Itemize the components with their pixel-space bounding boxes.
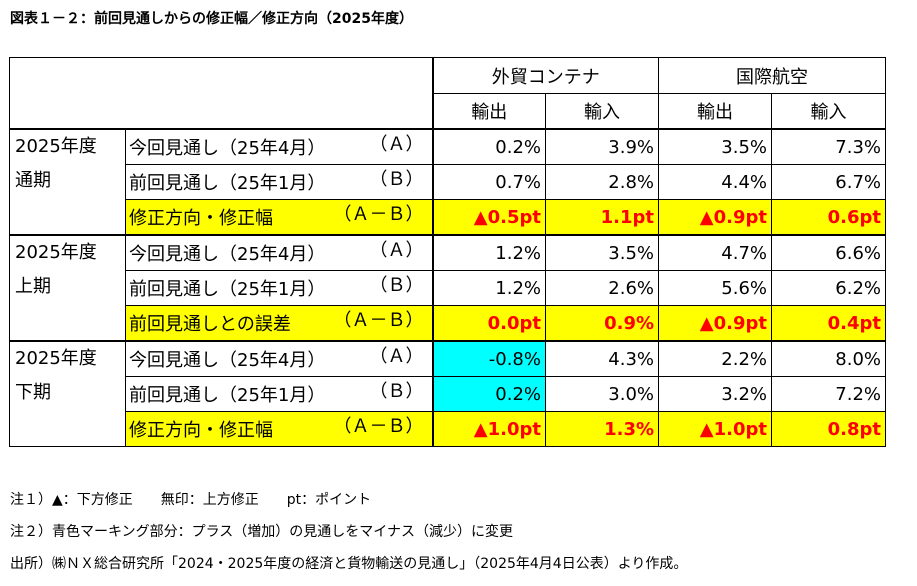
value-cell: 2.2% [658,340,772,377]
row-label-cell: 前回見通し（25年1月） （Ｂ） [125,164,434,200]
value-cell: 3.0% [545,376,659,412]
period-term: 上期 [15,276,51,297]
row-label-cell: 今回見通し（25年4月） （Ａ） [125,340,434,377]
period-year: 2025年度 [15,242,97,263]
table-row: 修正方向・修正幅 （Ａ－Ｂ） ▲1.0pt 1.3% ▲1.0pt 0.8pt [10,411,886,447]
row-label: 今回見通し（25年4月） [129,244,326,265]
row-label-cell: 前回見通しとの誤差 （Ａ－Ｂ） [125,305,434,342]
header-import: 輸入 [545,93,659,130]
value-cell: 1.2% [432,234,546,271]
value-cell: 3.5% [658,128,772,165]
row-code: （Ａ） [369,240,424,261]
header-import: 輸入 [771,93,886,130]
value-cell: 1.2% [432,270,546,306]
value-cell: ▲0.9pt [658,305,772,342]
row-label: 前回見通しとの誤差 [129,314,291,335]
value-cell: 1.3% [545,411,659,447]
value-cell: 4.3% [545,340,659,377]
value-cell: 1.1pt [545,199,659,236]
period-term: 下期 [15,382,51,403]
value-cell: 0.2% [432,128,546,165]
table-row: 前回見通し（25年1月） （Ｂ） 0.7% 2.8% 4.4% 6.7% [10,164,886,200]
value-cell: ▲1.0pt [432,411,546,447]
source-note: 出所）㈱ＮＸ総合研究所「2024・2025年度の経済と貨物輸送の見通し」（202… [10,556,688,572]
value-cell: 0.4pt [771,305,886,342]
row-code: （Ａ－Ｂ） [333,416,424,437]
table-row: 前回見通しとの誤差 （Ａ－Ｂ） 0.0pt 0.9% ▲0.9pt 0.4pt [10,305,886,342]
period-cell: 2025年度 下期 [9,340,126,447]
period-year: 2025年度 [15,136,97,157]
row-code: （Ａ） [369,346,424,367]
table-row: 2025年度 通期 今回見通し（25年4月） （Ａ） 0.2% 3.9% 3.5% 7.3% [9,128,886,236]
value-cell: 3.5% [545,234,659,271]
value-cell: 0.2% [432,376,546,412]
note-2: 注２）青色マーキング部分：プラス（増加）の見通しをマイナス（減少）に変更 [10,524,514,540]
header-group-air: 国際航空 [658,57,886,94]
value-cell: 6.6% [771,234,886,271]
row-label: 前回見通し（25年1月） [129,279,326,300]
row-label: 今回見通し（25年4月） [129,138,326,159]
table-row: 前回見通し（25年1月） （Ｂ） 0.2% 3.0% 3.2% 7.2% [10,376,886,412]
row-label: 修正方向・修正幅 [129,420,273,441]
table-row: 2025年度 下期 今回見通し（25年4月） （Ａ） -0.8% 4.3% 2.2% 8.0% [9,340,886,447]
row-label: 前回見通し（25年1月） [129,173,326,194]
period-term: 通期 [15,170,51,191]
value-cell: 0.6pt [771,199,886,236]
value-cell: 4.7% [658,234,772,271]
value-cell: 8.0% [771,340,886,377]
value-cell: 6.2% [771,270,886,306]
value-cell: 2.6% [545,270,659,306]
value-cell: ▲0.9pt [658,199,772,236]
period-cell: 2025年度 上期 [9,234,126,342]
row-label-cell: 修正方向・修正幅 （Ａ－Ｂ） [125,411,434,447]
row-code: （Ａ－Ｂ） [333,204,424,225]
revision-table: 外貿コンテナ 国際航空 輸出 輸入 輸出 輸入 2025年度 通期 今回見通し（25… [9,57,886,447]
row-label-cell: 前回見通し（25年1月） （Ｂ） [125,270,434,306]
row-code: （Ｂ） [369,169,424,190]
row-label-cell: 修正方向・修正幅 （Ａ－Ｂ） [125,199,434,236]
row-label-cell: 前回見通し（25年1月） （Ｂ） [125,376,434,412]
value-cell: 3.9% [545,128,659,165]
value-cell: 2.8% [545,164,659,200]
figure-title: 図表１－２：前回見通しからの修正幅／修正方向（2025年度） [10,11,413,27]
row-label: 今回見通し（25年4月） [129,350,326,371]
table-row: 前回見通し（25年1月） （Ｂ） 1.2% 2.6% 5.6% 6.2% [10,270,886,306]
row-code: （Ａ） [369,134,424,155]
header-export: 輸出 [432,93,546,130]
row-code: （Ｂ） [369,275,424,296]
value-cell: 7.2% [771,376,886,412]
value-cell: ▲1.0pt [658,411,772,447]
value-cell: 0.0pt [432,305,546,342]
header-export: 輸出 [658,93,772,130]
value-cell: 7.3% [771,128,886,165]
row-code: （Ａ－Ｂ） [333,310,424,331]
row-code: （Ｂ） [369,381,424,402]
value-cell: 4.4% [658,164,772,200]
value-cell: ▲0.5pt [432,199,546,236]
note-1: 注１）▲：下方修正 無印：上方修正 pt：ポイント [10,492,372,508]
value-cell: -0.8% [432,340,546,377]
period-cell: 2025年度 通期 [9,128,126,236]
table-corner [9,57,434,130]
value-cell: 0.8pt [771,411,886,447]
header-group-container: 外貿コンテナ [432,57,659,94]
row-label-cell: 今回見通し（25年4月） （Ａ） [125,234,434,271]
value-cell: 5.6% [658,270,772,306]
row-label: 前回見通し（25年1月） [129,385,326,406]
value-cell: 3.2% [658,376,772,412]
period-year: 2025年度 [15,348,97,369]
table-row: 2025年度 上期 今回見通し（25年4月） （Ａ） 1.2% 3.5% 4.7% 6.6% [9,234,886,342]
table-row: 修正方向・修正幅 （Ａ－Ｂ） ▲0.5pt 1.1pt ▲0.9pt 0.6pt [10,199,886,236]
value-cell: 0.7% [432,164,546,200]
value-cell: 6.7% [771,164,886,200]
value-cell: 0.9% [545,305,659,342]
row-label: 修正方向・修正幅 [129,208,273,229]
row-label-cell: 今回見通し（25年4月） （Ａ） [125,128,434,165]
